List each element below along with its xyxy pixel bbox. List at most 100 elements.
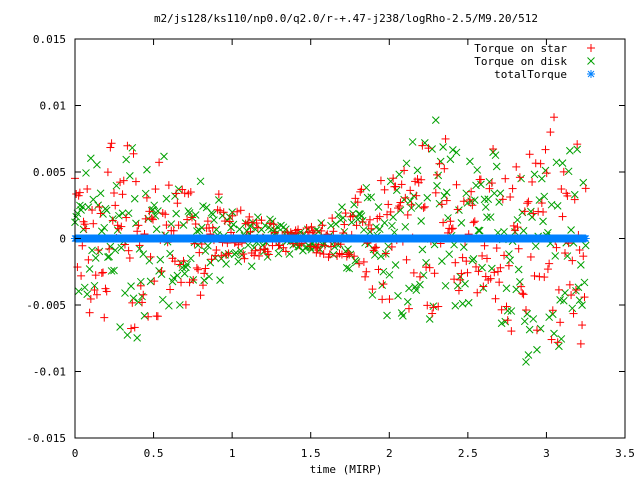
star-torque-point [142, 193, 151, 202]
disk-torque-point [506, 256, 514, 265]
star-torque-point [569, 309, 578, 318]
star-torque-point [454, 286, 463, 295]
star-torque-point [374, 265, 383, 274]
star-torque-point [423, 301, 432, 310]
disk-torque-point [481, 203, 490, 211]
star-torque-point [518, 289, 527, 298]
star-torque-point [208, 223, 217, 232]
star-torque-point [521, 305, 530, 314]
disk-torque-point [557, 335, 566, 343]
disk-torque-point [507, 307, 516, 315]
disk-torque-point [408, 138, 417, 146]
disk-torque-point [446, 155, 455, 164]
star-torque-point [509, 221, 518, 230]
star-torque-point [181, 300, 190, 309]
disk-torque-point [200, 276, 209, 285]
star-torque-point [219, 208, 228, 217]
disk-torque-point [405, 284, 413, 293]
star-torque-point [111, 201, 120, 210]
star-torque-point [463, 268, 472, 277]
star-torque-point [573, 140, 582, 149]
star-torque-point [422, 263, 431, 272]
star-torque-point [386, 207, 395, 216]
star-torque-point [246, 227, 255, 236]
star-torque-point [164, 181, 173, 190]
star-torque-point [537, 199, 546, 208]
disk-torque-point [83, 290, 92, 299]
star-torque-point [251, 246, 260, 255]
disk-torque-point [82, 169, 90, 177]
star-torque-point [344, 248, 353, 257]
star-torque-point [547, 335, 556, 344]
star-torque-point [345, 250, 354, 259]
disk-torque-point [204, 241, 212, 250]
star-torque-point [183, 215, 192, 224]
star-torque-point [212, 246, 221, 255]
disk-torque-point [581, 241, 590, 250]
star-torque-point [325, 250, 334, 259]
star-torque-point [348, 211, 357, 220]
star-torque-point [77, 271, 86, 280]
star-torque-point [457, 269, 466, 278]
disk-torque-point [385, 270, 394, 279]
star-torque-point [412, 191, 421, 200]
disk-torque-point [578, 301, 586, 310]
disk-torque-point [406, 197, 415, 205]
star-torque-point [306, 242, 315, 251]
star-torque-point [153, 312, 162, 321]
disk-torque-point [567, 226, 575, 234]
star-torque-point [409, 268, 418, 277]
disk-torque-point [458, 299, 467, 308]
star-torque-point [403, 210, 412, 219]
disk-torque-point [179, 221, 188, 229]
disk-torque-point [78, 202, 87, 211]
star-torque-point [530, 271, 539, 280]
star-torque-point [437, 200, 446, 209]
disk-torque-point [197, 223, 206, 232]
star-torque-point [125, 254, 134, 263]
star-torque-point [563, 191, 572, 200]
star-torque-point [526, 252, 535, 261]
x-tick-label: 1.5 [301, 447, 321, 460]
disk-torque-point [461, 279, 469, 288]
star-torque-point [428, 309, 437, 318]
star-torque-point [417, 175, 426, 184]
star-torque-point [195, 248, 204, 257]
disk-torque-point [524, 351, 533, 359]
star-torque-point [496, 263, 505, 272]
disk-torque-point [331, 220, 340, 228]
star-torque-point [244, 218, 253, 227]
disk-torque-point [539, 217, 547, 226]
star-torque-point [239, 250, 248, 259]
star-torque-point [257, 216, 266, 225]
star-torque-point [329, 227, 338, 236]
disk-torque-point [243, 226, 251, 235]
star-torque-point [157, 267, 166, 276]
star-torque-point [468, 201, 477, 210]
star-torque-point [550, 113, 559, 122]
star-torque-point [151, 185, 160, 194]
star-torque-point [186, 188, 195, 197]
star-torque-point [353, 198, 362, 207]
star-torque-point [133, 227, 142, 236]
star-torque-point [482, 254, 491, 263]
star-torque-point [236, 206, 245, 215]
disk-torque-point [580, 278, 589, 287]
star-torque-point [139, 290, 148, 299]
star-torque-point [192, 263, 201, 272]
disk-torque-point [575, 296, 584, 305]
disk-torque-point [143, 165, 151, 174]
disk-torque-point [455, 206, 463, 214]
star-torque-point [180, 189, 189, 198]
disk-torque-point [229, 220, 238, 229]
star-torque-point [441, 134, 450, 143]
disk-torque-point [525, 325, 534, 334]
disk-torque-point [418, 245, 427, 254]
star-torque-point [435, 159, 444, 168]
disk-torque-point [172, 209, 181, 218]
star-torque-point [88, 206, 97, 215]
y-tick-label: -0.015 [26, 432, 66, 445]
star-torque-point [269, 220, 278, 229]
star-torque-point [469, 218, 478, 227]
star-torque-point [560, 249, 569, 258]
